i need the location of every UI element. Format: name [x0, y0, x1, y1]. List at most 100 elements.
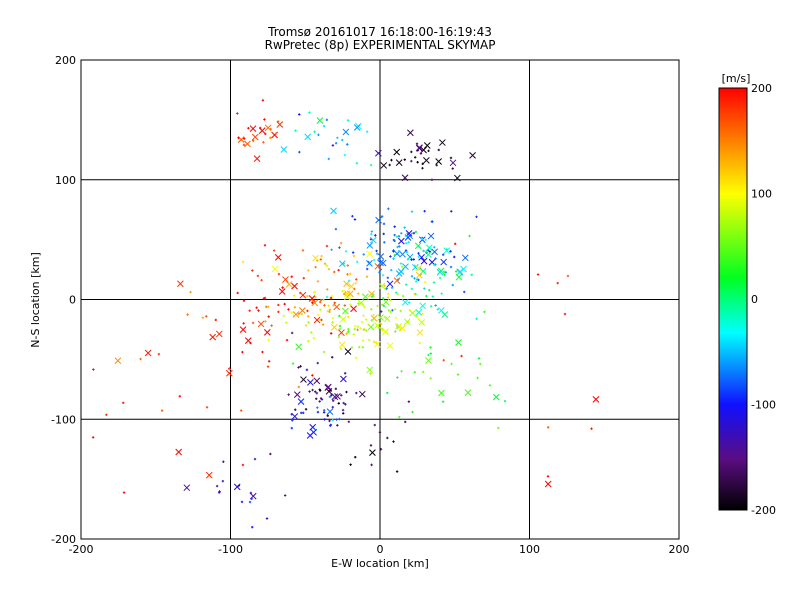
data-point-dot	[253, 457, 257, 461]
data-point-dot	[370, 230, 374, 233]
data-point-cross	[403, 318, 411, 326]
data-point-cross	[338, 260, 346, 268]
x-tick-label: 0	[377, 543, 384, 556]
data-point-dot	[329, 296, 333, 300]
data-point-dot	[386, 391, 389, 395]
data-point-cross	[461, 254, 469, 262]
data-point-dot	[325, 118, 329, 122]
data-point-dot	[263, 118, 266, 121]
data-point-dot	[316, 259, 319, 262]
data-point-dot	[265, 517, 269, 520]
data-point-dot	[267, 315, 270, 318]
data-point-dot	[222, 460, 225, 463]
data-point-cross	[415, 264, 423, 272]
data-point-dot	[400, 232, 403, 235]
data-point-cross	[369, 236, 377, 244]
data-point-dot	[344, 250, 348, 253]
data-point-dot	[404, 249, 408, 252]
data-point-cross	[276, 121, 284, 128]
data-point-dot	[332, 304, 335, 307]
data-point-dot	[277, 272, 281, 276]
data-point-dot	[355, 278, 358, 281]
data-point-dot	[418, 341, 421, 345]
data-point-dot	[328, 310, 331, 314]
data-point-dot	[335, 418, 338, 421]
data-point-dot	[441, 400, 445, 403]
data-point-cross	[377, 314, 384, 321]
data-point-cross	[358, 390, 366, 398]
data-point-dot	[318, 400, 321, 403]
data-point-dot	[262, 297, 266, 300]
data-point-dot	[563, 312, 567, 316]
data-point-cross	[362, 293, 369, 301]
data-point-dot	[396, 245, 399, 249]
data-point-cross	[300, 376, 307, 383]
data-point-dot	[326, 414, 329, 417]
data-point-dot	[92, 368, 95, 371]
data-point-dot	[341, 289, 344, 293]
data-point-cross	[455, 339, 462, 346]
x-tick-label: 100	[519, 543, 540, 556]
data-point-dot	[251, 139, 255, 142]
data-point-dot	[383, 284, 386, 287]
data-point-cross	[333, 303, 341, 311]
data-point-cross	[366, 260, 373, 267]
data-point-dot	[343, 153, 347, 157]
data-point-cross	[257, 320, 265, 328]
data-point-cross	[346, 290, 354, 298]
data-point-dot	[293, 294, 296, 297]
data-point-dot	[346, 119, 350, 122]
data-point-dot	[450, 210, 453, 213]
data-point-cross	[401, 298, 409, 306]
data-point-dot	[316, 410, 320, 414]
data-point-cross	[343, 280, 350, 288]
data-point-dot	[404, 234, 408, 238]
data-point-dot	[422, 249, 425, 253]
data-point-dot	[337, 269, 340, 272]
data-point-dot	[431, 220, 434, 223]
data-point-dot	[438, 276, 442, 280]
data-point-dot	[178, 395, 182, 398]
data-point-cross	[425, 251, 432, 258]
data-point-dot	[346, 143, 349, 146]
data-point-dot	[337, 402, 340, 405]
data-point-dot	[266, 305, 270, 309]
data-point-dot	[248, 500, 252, 504]
data-point-dot	[291, 419, 294, 422]
data-point-dot	[283, 494, 287, 497]
data-point-cross	[401, 174, 409, 182]
data-point-cross	[244, 140, 251, 148]
data-point-dot	[405, 283, 408, 286]
data-point-dot	[345, 390, 348, 394]
data-point-dot	[105, 413, 108, 416]
data-point-dot	[328, 395, 332, 399]
data-point-dot	[365, 130, 369, 133]
data-point-cross	[209, 333, 217, 341]
data-point-cross	[395, 270, 403, 277]
x-axis-label: E-W location [km]	[331, 557, 429, 570]
data-point-dot	[294, 129, 297, 132]
data-point-dot	[304, 324, 308, 327]
data-point-dot	[277, 303, 280, 307]
data-point-dot	[306, 294, 309, 298]
data-point-cross	[469, 152, 476, 159]
data-point-dot	[312, 336, 316, 340]
data-point-dot	[314, 295, 317, 299]
data-point-dot	[475, 215, 478, 218]
data-points	[91, 99, 600, 529]
data-point-cross	[249, 492, 257, 500]
grid-lines	[81, 60, 679, 539]
data-point-dot	[357, 302, 360, 305]
data-point-cross	[205, 471, 213, 479]
data-point-dot	[431, 295, 435, 298]
data-point-cross	[386, 280, 394, 288]
data-point-dot	[270, 324, 273, 327]
data-point-dot	[347, 420, 351, 424]
data-point-dot	[260, 279, 263, 282]
data-point-dot	[363, 305, 366, 309]
data-point-cross	[439, 139, 446, 146]
data-point-dot	[340, 394, 343, 397]
data-point-dot	[443, 273, 446, 277]
data-point-dot	[404, 420, 407, 424]
data-point-dot	[412, 231, 416, 235]
